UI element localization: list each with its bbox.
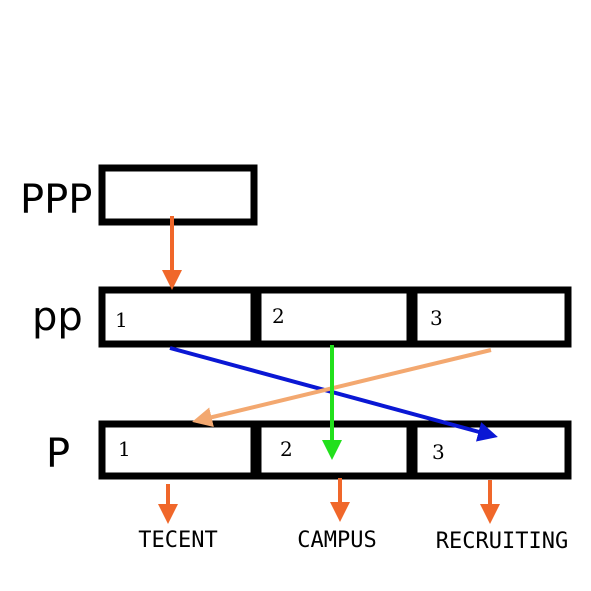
pp-cell-2-label: 2 [272,304,285,328]
caption-tecent: TECENT [138,528,217,553]
pp-cell-3-label: 3 [430,306,443,330]
p-cell-3-label: 3 [432,440,445,464]
caption-campus: CAMPUS [297,528,376,553]
ppp-box [98,164,258,226]
caption-recruiting: RECRUITING [436,529,568,554]
row-label-ppp: PPP [20,177,92,223]
pp-cell-3 [410,286,572,348]
arrow-pp3-to-p1 [192,348,492,427]
pp-cell-1 [98,286,258,348]
pp-cell-2 [254,286,414,348]
row-label-p: P [46,431,70,477]
p-cell-1-label: 1 [118,437,131,461]
p-cell-2-label: 2 [280,437,293,461]
row-label-pp: pp [32,294,83,340]
pp-cell-1-label: 1 [115,308,128,332]
p-cell-1 [98,420,258,480]
